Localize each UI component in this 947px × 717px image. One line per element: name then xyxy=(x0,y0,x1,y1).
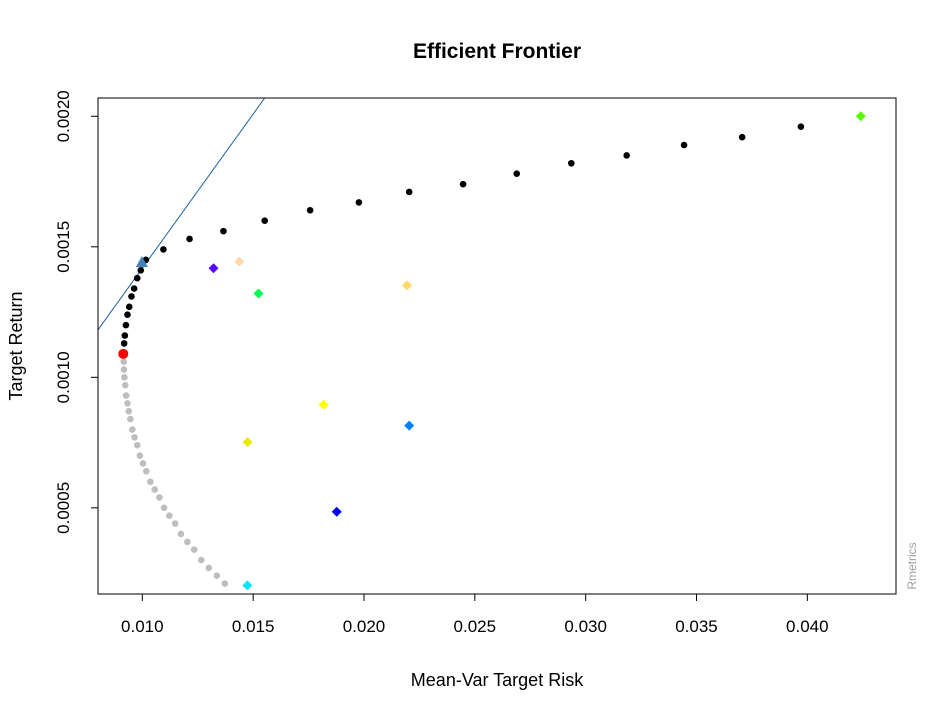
asset-point xyxy=(234,256,245,267)
efficient-frontier-point xyxy=(623,152,630,159)
inefficient-frontier-point xyxy=(136,452,144,459)
x-axis-label: Mean-Var Target Risk xyxy=(411,670,584,690)
asset-point xyxy=(855,111,866,122)
efficient-frontier-point xyxy=(738,133,746,141)
efficient-frontier-point xyxy=(133,274,141,282)
inefficient-frontier-point xyxy=(171,520,179,527)
efficient-frontier-point xyxy=(124,311,131,318)
efficient-frontier-point xyxy=(121,332,129,339)
efficient-frontier-point xyxy=(186,235,193,243)
efficient-frontier-point xyxy=(160,246,167,253)
y-tick-label: 0.0015 xyxy=(54,221,73,273)
inefficient-frontier-point xyxy=(147,478,154,486)
asset-point xyxy=(208,263,219,274)
efficient-frontier-point xyxy=(513,170,521,178)
efficient-frontier-point xyxy=(405,188,413,196)
asset-point xyxy=(318,399,329,410)
inefficient-frontier-point xyxy=(122,392,130,399)
chart-title: Efficient Frontier xyxy=(413,40,581,63)
inefficient-frontier-point xyxy=(143,468,150,475)
efficient-frontier-point xyxy=(797,123,805,131)
efficient-frontier-point xyxy=(306,206,314,214)
inefficient-frontier-point xyxy=(129,426,136,433)
efficient-frontier-point xyxy=(567,159,575,167)
x-tick-label: 0.025 xyxy=(454,617,497,636)
plot-frame xyxy=(97,97,897,595)
asset-point xyxy=(242,580,253,591)
minimum-variance-point xyxy=(118,348,129,359)
inefficient-frontier-point xyxy=(125,407,133,415)
inefficient-frontier-point xyxy=(120,358,128,365)
inefficient-frontier-point xyxy=(160,504,168,512)
y-axis-label: Target Return xyxy=(6,291,26,400)
asset-point xyxy=(331,506,342,517)
asset-point xyxy=(404,420,415,431)
inefficient-frontier-point xyxy=(127,415,134,423)
x-tick-label: 0.020 xyxy=(343,617,386,636)
efficient-frontier-point xyxy=(130,285,138,292)
efficient-frontier-point xyxy=(680,141,688,149)
y-tick-label: 0.0010 xyxy=(54,351,73,403)
inefficient-frontier-point xyxy=(151,486,159,493)
inefficient-frontier-point xyxy=(197,556,205,564)
inefficient-frontier-point xyxy=(177,530,185,538)
x-tick-label: 0.010 xyxy=(121,617,164,636)
inefficient-frontier-point xyxy=(221,580,229,587)
inefficient-frontier-point xyxy=(120,366,128,373)
x-tick-label: 0.030 xyxy=(564,617,607,636)
inefficient-frontier-point xyxy=(166,512,173,519)
inefficient-frontier-point xyxy=(213,572,221,580)
inefficient-frontier-point xyxy=(156,494,163,501)
x-tick-label: 0.035 xyxy=(675,617,718,636)
inefficient-frontier-point xyxy=(190,546,198,553)
inefficient-frontier-point xyxy=(133,441,141,449)
inefficient-frontier-point xyxy=(205,564,213,572)
inefficient-frontier-point xyxy=(121,374,128,381)
y-axis: 0.0005 0.0010 0.0015 0.0020 xyxy=(54,90,98,534)
inefficient-frontier-point xyxy=(124,400,131,407)
inefficient-frontier-point xyxy=(139,460,147,467)
y-tick-label: 0.0020 xyxy=(54,90,73,142)
efficient-frontier-point xyxy=(128,293,135,300)
inefficient-frontier-point xyxy=(131,434,138,441)
efficient-frontier-point xyxy=(261,217,268,224)
efficient-frontier-point xyxy=(220,227,227,235)
x-axis: 0.010 0.015 0.020 0.025 0.030 0.035 0.040 xyxy=(121,594,829,636)
efficient-frontier-point xyxy=(137,266,145,274)
y-tick-label: 0.0005 xyxy=(54,482,73,534)
asset-point xyxy=(242,437,253,448)
efficient-frontier-point xyxy=(122,321,130,329)
x-tick-label: 0.040 xyxy=(786,617,829,636)
efficient-frontier-point xyxy=(120,340,128,347)
marks-layer xyxy=(98,98,866,591)
x-tick-label: 0.015 xyxy=(232,617,275,636)
asset-point xyxy=(402,280,413,291)
efficient-frontier-point xyxy=(459,180,467,188)
rmetrics-watermark: Rmetrics xyxy=(905,542,919,589)
inefficient-frontier-point xyxy=(121,381,129,389)
tangency-portfolio-point xyxy=(135,255,148,267)
efficient-frontier-point xyxy=(125,303,133,311)
efficient-frontier-point xyxy=(355,199,363,206)
asset-point xyxy=(253,288,264,299)
tangency-line xyxy=(98,98,266,331)
inefficient-frontier-point xyxy=(184,538,191,546)
